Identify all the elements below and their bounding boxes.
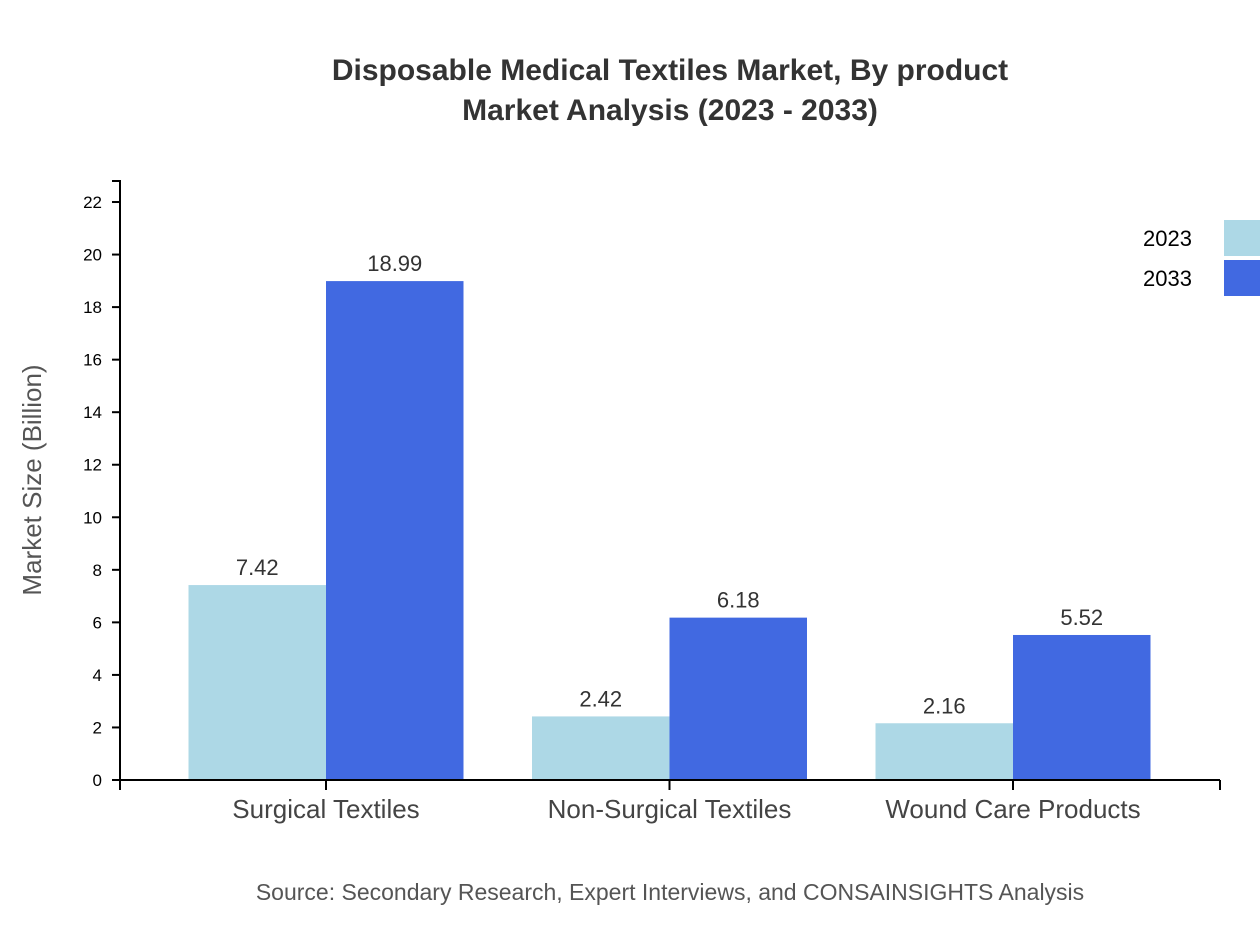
y-tick-label: 10	[83, 508, 102, 527]
y-tick-label: 22	[83, 193, 102, 212]
bar-2033	[1013, 634, 1151, 780]
legend-label: 2023	[1143, 226, 1192, 251]
bar-2023	[875, 723, 1013, 780]
bar-2033	[669, 617, 807, 780]
data-label: 2.42	[579, 686, 622, 711]
y-tick-label: 12	[83, 456, 102, 475]
y-axis-line	[112, 180, 121, 780]
y-tick-label: 16	[83, 351, 102, 370]
y-tick-label: 20	[83, 246, 102, 265]
legend-label: 2033	[1143, 266, 1192, 291]
axes-group: Surgical Textiles Non-Surgical Textiles Wo…	[83, 180, 1221, 824]
bar-2023	[188, 585, 326, 780]
y-tick-label: 4	[93, 666, 102, 685]
x-tick-label: Wound Care Products	[885, 794, 1140, 824]
data-label: 2.16	[923, 693, 966, 718]
y-tick-label: 0	[93, 771, 102, 790]
legend-swatch-2023	[1224, 220, 1260, 256]
y-tick-label: 14	[83, 403, 102, 422]
legend-swatch-2033	[1224, 260, 1260, 296]
y-axis-label: Market Size (Billion)	[17, 364, 47, 595]
bar-2033	[326, 281, 464, 780]
x-tick-label: Surgical Textiles	[232, 794, 419, 824]
legend: 2023 2033	[1143, 220, 1260, 296]
chart-title: Disposable Medical Textiles Market, By p…	[332, 54, 1008, 87]
x-tick-label: Non-Surgical Textiles	[548, 794, 792, 824]
data-label: 6.18	[717, 588, 760, 613]
bars-group: 7.42 18.99 2.42 6.18 2.16 5.52	[188, 251, 1151, 780]
y-tick-label: 2	[93, 718, 102, 737]
source-note: Source: Secondary Research, Expert Inter…	[256, 879, 1084, 905]
data-label: 5.52	[1060, 605, 1103, 630]
data-label: 7.42	[236, 555, 279, 580]
y-tick-label: 18	[83, 298, 102, 317]
y-tick-label: 6	[93, 613, 102, 632]
data-label: 18.99	[367, 251, 422, 276]
y-tick-label: 8	[93, 561, 102, 580]
bar-2023	[532, 716, 670, 780]
chart-subtitle: Market Analysis (2023 - 2033)	[462, 94, 878, 127]
